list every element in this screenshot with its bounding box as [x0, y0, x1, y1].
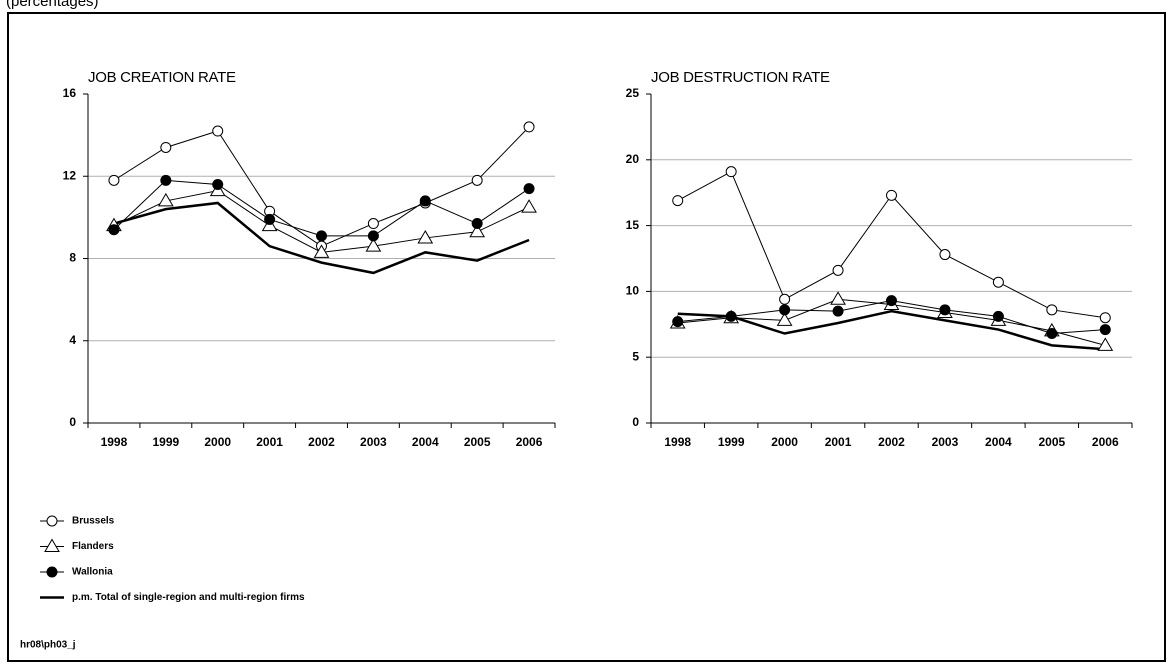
x-tick-label: 2002 [308, 435, 335, 449]
marker [776, 312, 793, 326]
y-tick-label: 8 [69, 251, 76, 265]
marker [471, 174, 483, 186]
x-tick-label: 2000 [771, 435, 798, 449]
marker [212, 125, 224, 137]
marker [160, 174, 172, 186]
y-tick-label: 5 [632, 349, 639, 363]
x-tick-label: 2005 [464, 435, 491, 449]
marker [157, 192, 174, 207]
marker [830, 291, 846, 305]
x-tick-label: 1999 [152, 435, 179, 449]
marker [417, 229, 434, 244]
x-tick-label: 2003 [932, 435, 959, 449]
y-tick-label: 0 [632, 415, 639, 429]
marker [367, 230, 379, 242]
y-tick-label: 12 [63, 168, 77, 182]
x-tick-label: 2005 [1038, 435, 1065, 449]
chart-title: JOB CREATION RATE [88, 69, 236, 86]
footer: hr08\ph03_j [20, 640, 76, 651]
legend-marker [46, 515, 58, 527]
marker [886, 295, 897, 307]
marker [316, 230, 327, 242]
x-tick-label: 2006 [1092, 435, 1119, 449]
x-tick-label: 2004 [985, 435, 1012, 449]
series-line [677, 309, 1106, 351]
x-tick-label: 2001 [256, 435, 283, 449]
marker [939, 249, 951, 261]
marker [160, 141, 172, 153]
marker [672, 316, 684, 328]
marker [212, 178, 224, 190]
series-line [113, 201, 530, 275]
marker [471, 218, 483, 230]
legend-label: Brussels [72, 516, 115, 527]
marker [886, 189, 897, 201]
marker [1097, 337, 1114, 351]
marker [832, 305, 844, 317]
marker [313, 244, 330, 258]
y-tick-label: 0 [69, 415, 76, 429]
y-tick-label: 20 [626, 152, 640, 166]
x-tick-label: 1998 [664, 435, 691, 449]
marker [725, 166, 737, 178]
chart-title: JOB DESTRUCTION RATE [651, 69, 830, 86]
legend-label: Flanders [72, 541, 114, 552]
marker [419, 195, 431, 207]
header: (percentages) [6, 0, 99, 10]
marker [108, 174, 120, 186]
legend-marker [44, 538, 60, 552]
frame [7, 12, 1166, 662]
x-tick-label: 2004 [412, 435, 439, 449]
legend-label: Wallonia [72, 567, 113, 578]
marker [939, 304, 951, 316]
marker [367, 218, 379, 230]
marker [108, 224, 120, 236]
marker [523, 121, 535, 133]
x-tick-label: 2001 [825, 435, 852, 449]
marker [779, 304, 791, 316]
marker [1046, 328, 1058, 340]
y-tick-label: 10 [626, 284, 640, 298]
marker [779, 293, 791, 305]
x-tick-label: 2006 [516, 435, 543, 449]
marker [1046, 304, 1058, 316]
marker [992, 276, 1004, 288]
marker [1099, 324, 1111, 336]
x-tick-label: 2003 [360, 435, 387, 449]
y-tick-label: 15 [626, 218, 640, 232]
marker [832, 264, 844, 276]
x-tick-label: 2000 [204, 435, 231, 449]
marker [1099, 312, 1111, 324]
marker [672, 195, 684, 207]
x-tick-label: 2002 [878, 435, 905, 449]
x-tick-label: 1999 [718, 435, 745, 449]
y-tick-label: 25 [626, 86, 640, 100]
y-tick-label: 16 [63, 86, 77, 100]
series-line [113, 126, 530, 247]
marker [992, 310, 1004, 322]
marker [521, 199, 537, 213]
marker [469, 223, 486, 238]
y-tick-label: 4 [69, 333, 76, 347]
marker [365, 238, 382, 252]
marker [264, 213, 276, 225]
marker [725, 310, 737, 322]
marker [523, 183, 535, 195]
legend-label: p.m. Total of single-region and multi-re… [72, 592, 305, 603]
legend-marker [46, 566, 58, 578]
x-tick-label: 1998 [101, 435, 128, 449]
